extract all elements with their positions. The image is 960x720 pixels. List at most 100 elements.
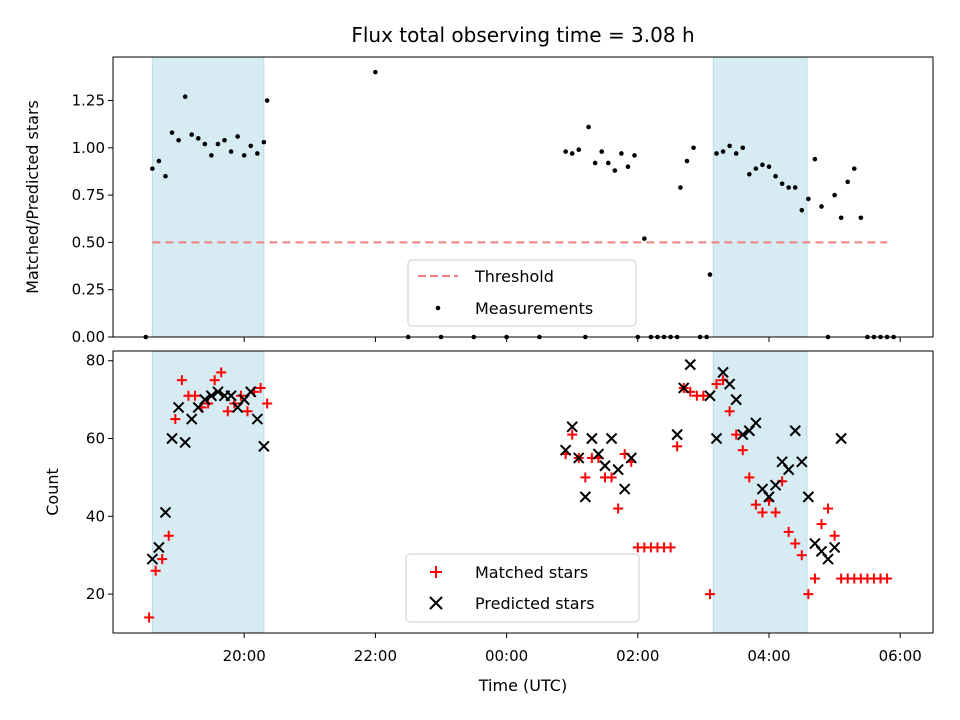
- matched-star-point: [724, 406, 735, 417]
- predicted-star-point: [822, 553, 834, 565]
- measurement-point: [733, 151, 739, 156]
- measurement-point: [747, 171, 752, 177]
- matched-star-point: [737, 445, 748, 456]
- predicted-star-point: [153, 541, 165, 554]
- x-axis-label: Time (UTC): [478, 676, 567, 695]
- predicted-star-point: [599, 460, 611, 472]
- predicted-star-point: [245, 386, 257, 398]
- matched-star-point: [704, 589, 715, 600]
- measurement-point: [248, 143, 254, 149]
- predicted-star-point: [573, 452, 585, 464]
- top-legend-box: [407, 259, 637, 327]
- matched-star-point: [567, 429, 578, 440]
- measurement-point: [163, 173, 168, 179]
- predicted-star-point: [166, 432, 178, 445]
- measurement-point: [625, 164, 631, 170]
- predicted-star-point: [737, 428, 749, 441]
- matched-star-point: [809, 573, 820, 584]
- matched-star-point: [672, 441, 683, 452]
- measurement-point: [806, 196, 811, 202]
- matched-star-point: [731, 429, 742, 440]
- top-panel: 0.00 0.25 0.50 0.75 1.00 1.25 Matched/Predict…: [23, 56, 934, 346]
- predicted-star-point: [671, 428, 683, 441]
- measurement-point: [792, 185, 798, 190]
- matched-star-point: [613, 503, 624, 514]
- bottom-y-axis-label: Count: [43, 468, 62, 516]
- matched-star-point: [163, 530, 174, 541]
- bottom-y-tick-label: 20: [86, 585, 105, 603]
- matched-star-point: [882, 573, 893, 584]
- measurement-point: [156, 158, 162, 164]
- predicted-star-point: [586, 432, 598, 445]
- matched-star-point: [750, 499, 761, 510]
- measurement-point: [720, 149, 726, 154]
- measurement-point: [261, 139, 267, 145]
- predicted-star-point: [146, 553, 159, 565]
- bottom-matched-stars: [144, 367, 893, 623]
- chart-title: Flux total observing time = 3.08 h: [351, 23, 694, 47]
- matched-star-point: [216, 367, 227, 378]
- matched-star-point: [150, 565, 161, 576]
- matched-star-point: [242, 406, 253, 417]
- predicted-star-point: [605, 432, 618, 445]
- top-y-tick-label: 0.50: [72, 233, 105, 251]
- predicted-star-point: [789, 425, 801, 437]
- measurement-point: [766, 164, 772, 170]
- measurement-point: [605, 160, 611, 166]
- measurement-point: [182, 94, 188, 100]
- measurement-point: [760, 162, 765, 168]
- predicted-star-point: [828, 541, 841, 554]
- bottom-axes-frame: [112, 350, 934, 634]
- predicted-star-point: [159, 506, 172, 519]
- measurement-point: [632, 153, 637, 158]
- measurement-point: [176, 137, 181, 143]
- matched-star-point: [190, 390, 200, 401]
- top-y-axis-label: Matched/Predicted stars: [23, 100, 42, 294]
- x-tick-label: 06:00: [879, 647, 922, 665]
- measurement-point: [779, 181, 785, 187]
- measurement-point: [812, 156, 818, 162]
- predicted-star-point: [723, 378, 736, 390]
- bottom-ticks: 20 40 60 80 20:00 22:00 00:00 02:00 04:00 06:00: [86, 352, 922, 665]
- matched-star-point: [144, 612, 155, 623]
- measurement-point: [599, 149, 605, 154]
- measurement-point: [799, 207, 805, 213]
- bottom-y-tick-label: 60: [86, 430, 105, 448]
- measurement-point: [373, 69, 378, 75]
- top-y-tick-label: 0.00: [72, 328, 105, 346]
- x-tick-label: 20:00: [223, 647, 266, 665]
- predicted-star-point: [205, 390, 218, 402]
- measurement-point: [786, 185, 791, 190]
- predicted-star-point: [802, 491, 815, 503]
- matched-star-point: [790, 538, 801, 549]
- x-tick-label: 22:00: [354, 647, 397, 665]
- measurement-point: [150, 166, 155, 171]
- measurement-point: [845, 179, 851, 185]
- legend-measurements-swatch: [435, 305, 441, 311]
- matched-star-point: [262, 398, 273, 409]
- top-axes-frame: [112, 56, 934, 338]
- top-y-tick-label: 0.75: [72, 186, 105, 204]
- predicted-star-point: [579, 491, 592, 503]
- legend-threshold-label: Threshold: [474, 267, 554, 286]
- measurement-point: [189, 132, 195, 137]
- legend-predicted-label: Predicted stars: [475, 594, 595, 613]
- measurement-point: [707, 272, 713, 277]
- measurement-point: [819, 204, 824, 209]
- measurement-point: [563, 149, 568, 154]
- measurement-point: [586, 124, 591, 130]
- matched-star-point: [783, 526, 794, 537]
- legend-predicted-swatch: [429, 596, 443, 610]
- matched-star-point: [796, 550, 807, 561]
- predicted-star-point: [612, 463, 624, 476]
- bottom-y-tick-label: 80: [86, 352, 105, 370]
- matched-star-point: [255, 382, 266, 393]
- measurement-point: [222, 137, 227, 143]
- measurement-point: [202, 141, 208, 147]
- predicted-star-point: [730, 393, 742, 406]
- measurement-point: [592, 160, 598, 166]
- predicted-star-point: [717, 366, 729, 379]
- legend-matched-label: Matched stars: [475, 563, 588, 582]
- measurement-point: [576, 147, 582, 153]
